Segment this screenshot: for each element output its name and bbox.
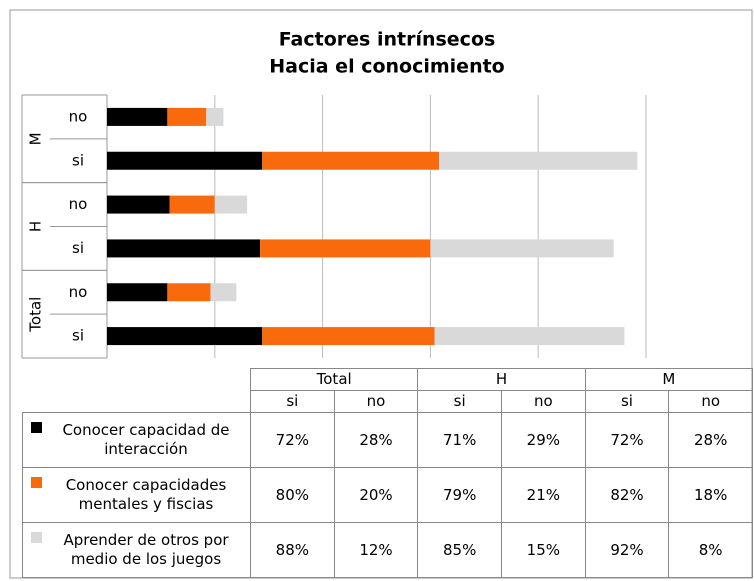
- cell-text: 72%: [275, 430, 309, 449]
- table-series-label: Conocer capacidades mentales y fiscias: [22, 467, 251, 523]
- table-value: 21%: [501, 467, 586, 523]
- legend-key: [31, 532, 42, 543]
- cell-text: M: [662, 370, 676, 388]
- cell-text: 92%: [610, 540, 644, 559]
- cell-text: 85%: [442, 540, 477, 559]
- category-label: no: [69, 283, 88, 301]
- cell-text: 18%: [693, 485, 728, 504]
- cell-text: 21%: [526, 485, 560, 504]
- table-value: 8%: [668, 522, 753, 578]
- table-category-header: no: [501, 390, 586, 413]
- bar-segment: [107, 195, 170, 214]
- cell-text: no: [366, 392, 386, 410]
- table-category-header: si: [417, 390, 502, 413]
- table-series-label: Conocer capacidad de interacción: [22, 412, 251, 468]
- table-value: 71%: [417, 412, 502, 468]
- table-value: 28%: [668, 412, 753, 468]
- cell-text: 79%: [442, 485, 477, 504]
- cell-text: 29%: [526, 430, 560, 449]
- chart-border: [9, 9, 753, 579]
- legend-key: [31, 422, 42, 433]
- category-label: si: [72, 151, 84, 169]
- chart-subtitle: Hacia el conocimiento: [269, 56, 504, 78]
- legend-label: Aprender de otros por medio de los juego…: [63, 531, 229, 568]
- table-value: 82%: [584, 467, 670, 523]
- table-value: 85%: [417, 522, 502, 578]
- cell-text: 12%: [359, 540, 393, 559]
- category-label: no: [69, 195, 88, 213]
- cell-text: 8%: [698, 540, 723, 559]
- legend-key: [31, 477, 42, 488]
- table-value: 12%: [333, 522, 419, 578]
- bar-segment: [262, 151, 440, 170]
- table-group-header: M: [584, 368, 753, 391]
- bar-segment: [434, 327, 625, 346]
- cell-text: 28%: [693, 430, 728, 449]
- chart-title: Factores intrínsecos: [279, 29, 496, 51]
- table-group-header: Total: [250, 368, 419, 391]
- cell-text: 82%: [610, 485, 644, 504]
- group-label: M: [27, 132, 45, 145]
- cell-text: si: [286, 392, 299, 410]
- bar-segment: [107, 327, 263, 346]
- cell-text: 20%: [359, 485, 393, 504]
- category-label: si: [72, 239, 84, 257]
- table-value: 18%: [668, 467, 753, 523]
- bar-segment: [210, 283, 237, 302]
- cell-text: 88%: [275, 540, 309, 559]
- table-category-header: si: [584, 390, 670, 413]
- legend-label: Conocer capacidad de interacción: [62, 421, 230, 458]
- bar-segment: [169, 195, 215, 214]
- cell-text: Total: [316, 370, 352, 388]
- bar-segment: [260, 239, 431, 258]
- table-value: 92%: [584, 522, 670, 578]
- table-value: 15%: [501, 522, 586, 578]
- table-value: 72%: [250, 412, 335, 468]
- legend-label: Conocer capacidades mentales y fiscias: [65, 476, 227, 513]
- table-value: 80%: [250, 467, 335, 523]
- table-value: 88%: [250, 522, 335, 578]
- cell-text: H: [495, 370, 508, 388]
- cell-text: 80%: [275, 485, 309, 504]
- bar-segment: [214, 195, 248, 214]
- bar-segment: [107, 239, 261, 258]
- bar-segment: [107, 283, 168, 302]
- table-value: 72%: [584, 412, 670, 468]
- table-group-header: H: [417, 368, 586, 391]
- bar-segment: [430, 239, 614, 258]
- bar-segment: [439, 151, 638, 170]
- table-series-label: Aprender de otros por medio de los juego…: [22, 522, 251, 578]
- table-value: 29%: [501, 412, 586, 468]
- table-category-header: no: [668, 390, 753, 413]
- bar-segment: [262, 327, 435, 346]
- bar-segment: [167, 283, 211, 302]
- table-value: 28%: [333, 412, 419, 468]
- bar-segment: [167, 107, 207, 126]
- group-label: H: [27, 221, 45, 232]
- group-label: Total: [27, 297, 45, 333]
- cell-text: si: [620, 392, 633, 410]
- cell-text: 28%: [359, 430, 393, 449]
- cell-text: no: [701, 392, 720, 410]
- table-value: 20%: [333, 467, 419, 523]
- bar-segment: [107, 151, 263, 170]
- table-category-header: si: [250, 390, 335, 413]
- cell-text: si: [453, 392, 466, 410]
- cell-text: 71%: [442, 430, 477, 449]
- cell-text: 72%: [610, 430, 644, 449]
- table-category-header: no: [333, 390, 419, 413]
- table-value: 79%: [417, 467, 502, 523]
- bar-segment: [206, 107, 224, 126]
- category-label: si: [72, 327, 84, 345]
- cell-text: 15%: [526, 540, 560, 559]
- category-label: no: [69, 107, 88, 125]
- bar-segment: [107, 107, 168, 126]
- cell-text: no: [533, 392, 553, 410]
